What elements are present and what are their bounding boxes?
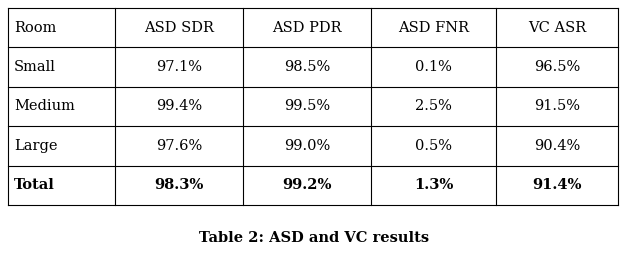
Text: 0.1%: 0.1% xyxy=(415,60,452,74)
Text: 99.5%: 99.5% xyxy=(284,99,330,114)
Text: Total: Total xyxy=(14,178,55,192)
Text: 1.3%: 1.3% xyxy=(414,178,453,192)
Text: Small: Small xyxy=(14,60,56,74)
Text: Table 2: ASD and VC results: Table 2: ASD and VC results xyxy=(199,231,429,245)
Text: ASD PDR: ASD PDR xyxy=(272,21,342,35)
Text: 97.1%: 97.1% xyxy=(156,60,202,74)
Text: Large: Large xyxy=(14,139,58,153)
Text: 0.5%: 0.5% xyxy=(415,139,452,153)
Text: 98.3%: 98.3% xyxy=(154,178,203,192)
Text: 97.6%: 97.6% xyxy=(156,139,202,153)
Text: Room: Room xyxy=(14,21,57,35)
Text: ASD SDR: ASD SDR xyxy=(144,21,214,35)
Text: VC ASR: VC ASR xyxy=(528,21,586,35)
Text: ASD FNR: ASD FNR xyxy=(398,21,469,35)
Text: 90.4%: 90.4% xyxy=(534,139,580,153)
Text: 91.4%: 91.4% xyxy=(533,178,582,192)
Text: 98.5%: 98.5% xyxy=(284,60,330,74)
Text: 2.5%: 2.5% xyxy=(415,99,452,114)
Text: 91.5%: 91.5% xyxy=(534,99,580,114)
Text: 99.2%: 99.2% xyxy=(282,178,332,192)
Text: 99.4%: 99.4% xyxy=(156,99,202,114)
Text: 96.5%: 96.5% xyxy=(534,60,580,74)
Text: Medium: Medium xyxy=(14,99,75,114)
Text: 99.0%: 99.0% xyxy=(284,139,330,153)
